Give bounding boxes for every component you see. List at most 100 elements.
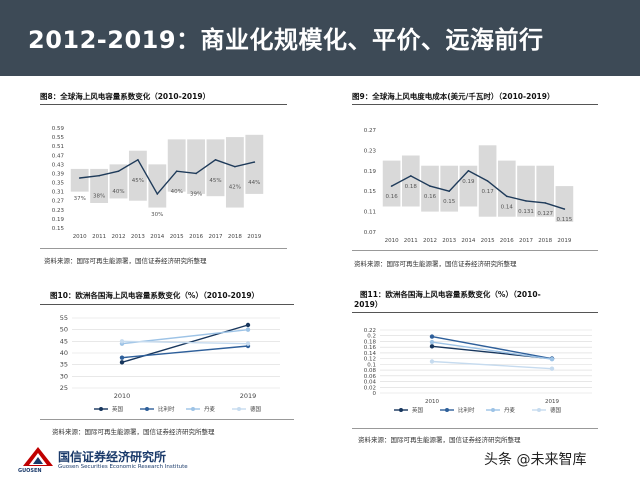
fig9-data-point <box>486 180 489 182</box>
fig11-legend-marker <box>491 408 495 412</box>
fig9-xtick-label: 2012 <box>423 238 437 244</box>
fig11-chart: 00.020.040.060.080.10.120.140.160.180.20… <box>364 328 592 414</box>
fig11-ytick-label: 0.14 <box>364 351 377 357</box>
fig10-legend-label: 英国 <box>112 405 124 413</box>
fig11-legend-marker <box>445 408 449 412</box>
fig8-data-label: 30% <box>151 212 163 218</box>
org-name: 国信证券经济研究所 <box>58 450 167 464</box>
fig8-xtick-label: 2019 <box>247 234 261 240</box>
fig9-ytick-label: 0.19 <box>364 169 377 175</box>
fig9-data-point <box>563 208 566 210</box>
fig8-data-label: 45% <box>132 178 144 184</box>
fig9-chart: 0.07 0.11 0.15 0.19 0.23 0.27 2010 2011 2012 2013… <box>364 128 574 244</box>
fig8-ytick-label: 0.19 <box>52 217 65 223</box>
fig9-data-label: 0.15 <box>443 199 456 205</box>
fig11-data-point <box>429 339 435 345</box>
fig8-ytick-label: 0.59 <box>52 126 65 132</box>
fig8-chart: 0.15 0.19 0.23 0.27 0.31 0.35 0.39 0.43 0.47 0.51… <box>52 126 264 240</box>
fig11-series-line <box>431 335 553 360</box>
fig9-data-point <box>525 200 527 202</box>
fig8-xtick-label: 2013 <box>131 234 145 240</box>
fig9-bottom-rule <box>352 250 598 251</box>
fig9-xtick-label: 2014 <box>461 238 475 244</box>
fig11-legend-label: 丹麦 <box>504 406 516 414</box>
fig8-range-bar <box>128 150 147 201</box>
fig9-data-point <box>467 170 470 172</box>
fig9-data-label: 0.14 <box>501 204 514 210</box>
fig9-range-bar <box>517 165 535 217</box>
fig10-data-point <box>245 327 251 332</box>
fig8-xtick-label: 2012 <box>112 234 126 240</box>
fig8-xtick-label: 2018 <box>228 234 242 240</box>
fig8-data-point <box>175 170 178 172</box>
fig11-title-line1: 图11：欧洲各国海上风电容量系数变化（%）（2010- <box>360 290 541 299</box>
fig10-legend-label: 丹麦 <box>204 405 216 413</box>
fig8-data-label: 42% <box>229 185 241 191</box>
fig8-range-bar <box>90 168 109 203</box>
fig9-range-bar <box>497 160 516 217</box>
fig9-xtick-label: 2015 <box>481 238 495 244</box>
fig10-ytick-label: 25 <box>60 384 68 392</box>
fig9-range-bar <box>536 165 555 217</box>
fig9-data-point <box>544 202 546 204</box>
fig11-bottom-rule <box>352 428 598 429</box>
guosen-logo-icon <box>23 447 53 466</box>
fig8-range-bar <box>70 168 89 192</box>
fig10-rule <box>40 304 294 305</box>
fig11-xtick-label: 2019 <box>545 399 559 405</box>
fig9-data-label: 0.16 <box>385 194 398 200</box>
fig11-rule <box>352 312 598 313</box>
fig8-data-point <box>137 159 139 161</box>
fig11-ytick-label: 0 <box>373 391 377 397</box>
fig10-data-point <box>119 339 125 344</box>
fig8-data-point <box>78 177 81 179</box>
fig8-xtick-label: 2011 <box>92 234 106 240</box>
header-banner: 2012-2019：商业化规模化、平价、远海前行 <box>0 0 640 76</box>
fig10-source: 资料来源：国际可再生能源署，国信证券经济研究所整理 <box>52 428 215 436</box>
fig9-rule <box>352 104 598 105</box>
fig8-data-point <box>253 161 256 163</box>
fig10-data-point <box>119 355 125 360</box>
fig9-xtick-label: 2016 <box>500 238 514 244</box>
logo-text: GUOSEN <box>18 468 42 474</box>
fig11-legend-marker <box>399 408 403 412</box>
fig11-ytick-label: 0.2 <box>367 334 376 340</box>
fig10-data-point <box>245 341 251 346</box>
fig10-bottom-rule <box>40 419 294 420</box>
fig11-ytick-label: 0.12 <box>364 357 376 363</box>
fig9-range-bar <box>421 165 439 212</box>
fig9-title: 图9：全球海上风电度电成本(美元/千瓦时）（2010-2019） <box>352 92 555 101</box>
fig10-ytick-label: 50 <box>60 326 68 334</box>
fig8-range-bar <box>187 139 206 194</box>
fig8-data-label: 37% <box>74 196 86 202</box>
fig11-legend-label: 德国 <box>550 406 562 414</box>
fig10-legend-marker <box>191 407 195 411</box>
watermark: 头条 @未来智库 <box>484 452 587 468</box>
fig10-legend-marker <box>145 407 149 411</box>
fig8-xtick-label: 2017 <box>209 234 223 240</box>
fig8-ytick-label: 0.15 <box>52 226 65 232</box>
fig11-data-point <box>429 334 435 339</box>
fig11-legend-label: 英国 <box>412 406 424 414</box>
fig8-range-bar <box>167 139 186 192</box>
fig10-legend-marker <box>237 407 241 411</box>
fig10-data-point <box>119 360 125 365</box>
fig8-source: 资料来源：国际可再生能源署，国信证券经济研究所整理 <box>44 257 207 265</box>
fig9-xtick-label: 2019 <box>557 238 571 244</box>
fig9-ytick-label: 0.11 <box>364 210 376 216</box>
fig9-data-label: 0.115 <box>557 217 573 223</box>
fig11-legend-label: 比利时 <box>458 406 475 414</box>
fig11-ytick-label: 0.18 <box>364 339 377 345</box>
fig8-ytick-label: 0.31 <box>52 190 64 196</box>
fig9-data-label: 0.127 <box>537 211 553 217</box>
fig10-data-point <box>245 322 251 328</box>
fig10-ytick-label: 35 <box>60 361 68 369</box>
fig9-ytick-label: 0.23 <box>364 148 377 154</box>
fig9-xtick-label: 2010 <box>385 238 399 244</box>
fig10-ytick-label: 45 <box>60 337 68 345</box>
fig9-range-bar <box>382 160 401 207</box>
fig9-ytick-label: 0.15 <box>364 189 377 195</box>
fig9-data-label: 0.16 <box>424 194 437 200</box>
fig10-legend-label: 德国 <box>250 405 262 413</box>
fig8-range-bar <box>225 137 244 208</box>
